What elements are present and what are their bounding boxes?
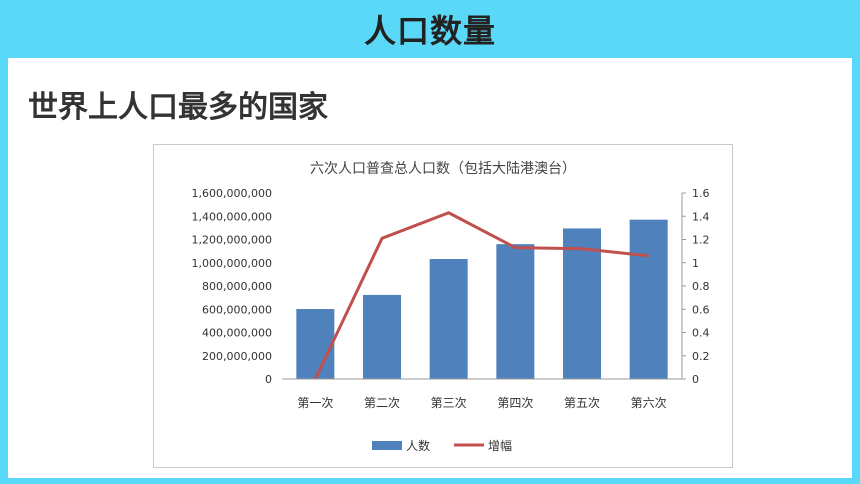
y-right-tick-label: 1 xyxy=(692,257,699,270)
x-tick-label: 第六次 xyxy=(631,396,667,410)
line-path xyxy=(313,211,649,380)
chart-title: 六次人口普查总人口数（包括大陆港澳台） xyxy=(310,161,576,177)
y-right-tick-label: 0.2 xyxy=(692,350,710,363)
y-left-tick-label: 1,600,000,000 xyxy=(192,187,272,200)
x-tick-label: 第二次 xyxy=(364,396,400,410)
bar xyxy=(496,244,535,379)
y-left-tick-label: 800,000,000 xyxy=(202,280,272,293)
bar-series xyxy=(296,219,668,379)
legend-label: 人数 xyxy=(406,438,430,453)
y-left-tick-label: 200,000,000 xyxy=(202,350,272,363)
x-tick-label: 第一次 xyxy=(297,396,333,410)
y-right-tick-label: 0.8 xyxy=(692,280,710,293)
population-chart: 六次人口普查总人口数（包括大陆港澳台） 0 200,000,000 400,000,… xyxy=(192,161,710,453)
y-axis-left: 0 200,000,000 400,000,000 600,000,000 800,00… xyxy=(192,187,272,386)
chart-frame: 六次人口普查总人口数（包括大陆港澳台） 0 200,000,000 400,000,… xyxy=(153,144,733,468)
bar xyxy=(563,228,601,379)
legend-swatch-bar xyxy=(372,441,402,450)
x-tick-label: 第三次 xyxy=(431,396,467,410)
y-left-tick-label: 1,200,000,000 xyxy=(192,234,272,247)
x-tick-label: 第四次 xyxy=(497,396,533,410)
x-tick-label: 第五次 xyxy=(564,396,600,410)
legend: 人数 增幅 xyxy=(372,438,512,453)
section-subtitle: 世界上人口最多的国家 xyxy=(28,90,328,125)
y-left-tick-label: 0 xyxy=(265,373,272,386)
y-left-tick-label: 1,000,000,000 xyxy=(192,257,272,270)
y-left-tick-label: 600,000,000 xyxy=(202,303,272,316)
y-right-tick-label: 1.6 xyxy=(692,187,710,200)
y-right-tick-label: 0.6 xyxy=(692,303,710,316)
bar xyxy=(296,309,335,379)
bar xyxy=(629,219,668,379)
bar xyxy=(363,294,401,379)
y-right-tick-label: 0 xyxy=(692,373,699,386)
y-right-tick-label: 0.4 xyxy=(692,327,710,340)
page-title: 人口数量 xyxy=(363,12,496,50)
content-panel: 世界上人口最多的国家 六次人口普查总人口数（包括大陆港澳台） 0 200,000,… xyxy=(8,58,852,478)
title-bar: 人口数量 xyxy=(0,0,860,58)
y-right-tick-label: 1.2 xyxy=(692,234,710,247)
y-left-tick-label: 400,000,000 xyxy=(202,327,272,340)
y-right-tick-label: 1.4 xyxy=(692,210,710,223)
y-left-tick-label: 1,400,000,000 xyxy=(192,210,272,223)
y-axis-right: 0 0.2 0.4 0.6 0.8 1 1.2 1.4 1.6 xyxy=(681,187,710,386)
bar xyxy=(429,259,468,379)
legend-label: 增幅 xyxy=(488,438,512,453)
x-axis: 第一次 第二次 第三次 第四次 第五次 第六次 xyxy=(297,396,666,410)
